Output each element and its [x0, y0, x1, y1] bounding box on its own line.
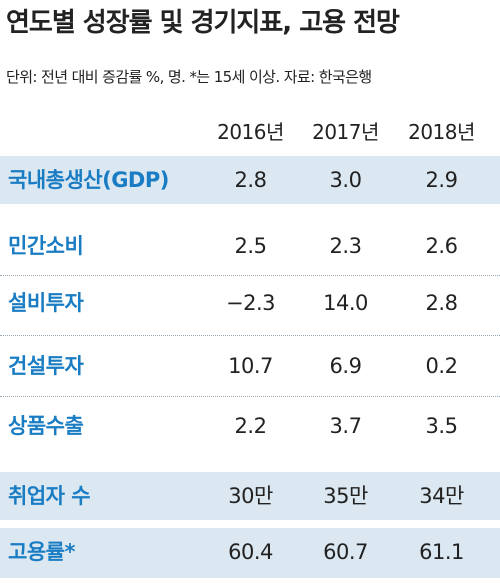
cell-2018: 61.1 — [419, 540, 464, 564]
cell-2016: 2.5 — [234, 234, 267, 258]
cell-2018: 34만 — [419, 484, 464, 508]
year-header-2016: 2016년 — [217, 120, 284, 144]
row-divider — [0, 275, 500, 276]
cell-2018: 2.6 — [425, 234, 458, 258]
row-label: 고용률* — [8, 540, 75, 564]
row-label: 상품수출 — [8, 414, 84, 438]
cell-2016: −2.3 — [226, 291, 276, 315]
table-row-gdp: 국내총생산(GDP) 2.8 3.0 2.9 — [0, 156, 500, 204]
cell-2018: 2.8 — [425, 291, 458, 315]
cell-2016: 30만 — [228, 484, 273, 508]
unit-note: 단위: 전년 대비 증감률 %, 명. *는 15세 이상. 자료: 한국은행 — [6, 68, 372, 86]
table-row-employment-rate: 고용률* 60.4 60.7 61.1 — [0, 528, 500, 578]
cell-2018: 2.9 — [425, 168, 458, 192]
cell-2018: 0.2 — [425, 354, 458, 378]
table-row-employed: 취업자 수 30만 35만 34만 — [0, 472, 500, 520]
row-label: 국내총생산(GDP) — [8, 168, 169, 192]
row-divider — [0, 396, 500, 397]
cell-2017: 14.0 — [323, 291, 368, 315]
cell-2016: 2.2 — [234, 414, 267, 438]
cell-2017: 6.9 — [329, 354, 362, 378]
row-divider — [0, 523, 500, 524]
table-row-equipment-investment: 설비투자 −2.3 14.0 2.8 — [0, 279, 500, 327]
cell-2016: 2.8 — [234, 168, 267, 192]
row-label: 취업자 수 — [8, 484, 91, 508]
year-header: 2016년 2017년 2018년 — [0, 116, 500, 144]
cell-2017: 60.7 — [323, 540, 368, 564]
cell-2018: 3.5 — [425, 414, 458, 438]
cell-2017: 3.7 — [329, 414, 362, 438]
cell-2017: 3.0 — [329, 168, 362, 192]
year-header-2018: 2018년 — [408, 120, 475, 144]
row-label: 설비투자 — [8, 291, 84, 315]
row-divider — [0, 335, 500, 336]
cell-2017: 35만 — [323, 484, 368, 508]
cell-2016: 10.7 — [228, 354, 273, 378]
table-row-construction-investment: 건설투자 10.7 6.9 0.2 — [0, 342, 500, 390]
row-label: 민간소비 — [8, 234, 84, 258]
table-row-private-consumption: 민간소비 2.5 2.3 2.6 — [0, 222, 500, 270]
year-header-2017: 2017년 — [312, 120, 379, 144]
page-title: 연도별 성장률 및 경기지표, 고용 전망 — [6, 8, 400, 38]
cell-2017: 2.3 — [329, 234, 362, 258]
table-row-goods-exports: 상품수출 2.2 3.7 3.5 — [0, 402, 500, 450]
cell-2016: 60.4 — [228, 540, 273, 564]
row-label: 건설투자 — [8, 354, 84, 378]
